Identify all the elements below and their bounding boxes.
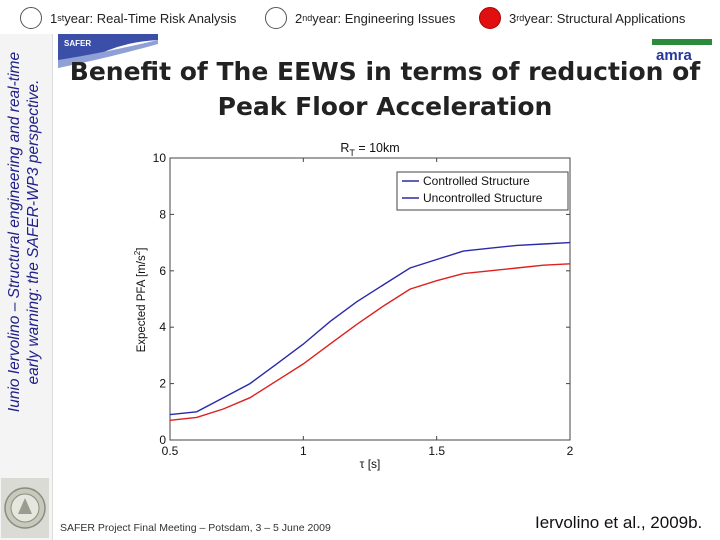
citation: Iervolino et al., 2009b. (535, 513, 703, 532)
slide-title-line1: Benefit of The EEWS in terms of reductio… (69, 57, 701, 86)
tab-year-1-number: 1 (50, 10, 58, 26)
slide-title-line2: Peak Floor Acceleration (217, 92, 553, 121)
tab-year-3-suffix: rd (516, 13, 525, 23)
tab-year-2-label: year: Engineering Issues (312, 10, 456, 26)
tab-year-2-number: 2 (295, 10, 303, 26)
series-line-0 (169, 241, 571, 416)
safer-logo: SAFER (58, 34, 158, 68)
x-tick-label-0: 0.5 (162, 444, 179, 458)
safer-logo-text: SAFER (64, 39, 91, 48)
amra-logo: amra (652, 39, 712, 64)
chart-legend: Controlled Structure Uncontrolled Struct… (396, 171, 569, 211)
x-tick-label-1: 1 (300, 444, 307, 458)
tab-year-3-label: year: Structural Applications (524, 10, 686, 26)
tab-year-1-label: year: Real-Time Risk Analysis (64, 10, 237, 26)
slide-title: Benefit of The EEWS in terms of reductio… (60, 54, 710, 124)
year-2-circle-icon (265, 7, 287, 29)
x-tick-label-3: 2 (567, 444, 574, 458)
tab-year-1-suffix: st (57, 13, 65, 23)
year-3-circle-icon (479, 7, 501, 29)
y-tick-label-3: 6 (159, 264, 166, 278)
footer-meeting: SAFER Project Final Meeting – Potsdam, 3… (60, 522, 331, 534)
y-tick-label-4: 8 (159, 207, 166, 221)
y-tick-label-0: 0 (159, 433, 166, 447)
y-axis-label: Expected PFA [m/s2] (133, 248, 148, 353)
series-line-1 (169, 263, 571, 421)
amra-logo-text: amra (656, 47, 693, 64)
y-tick-label-2: 4 (159, 320, 166, 334)
x-axis-label: τ [s] (360, 457, 381, 471)
university-seal-icon (1, 478, 49, 538)
legend-controlled-label: Controlled Structure (423, 174, 530, 188)
sidebar: Iunio Iervolino – Structural engineering… (0, 0, 53, 540)
y-tick-label-1: 2 (159, 377, 166, 391)
y-tick-label-5: 10 (153, 151, 167, 165)
chart-title: RT = 10km (340, 141, 399, 158)
year-1-circle-icon (20, 7, 42, 29)
tab-year-2-suffix: nd (302, 13, 313, 23)
tab-year-3-number: 3 (509, 10, 517, 26)
legend-box (396, 171, 569, 211)
legend-uncontrolled-label: Uncontrolled Structure (423, 191, 543, 205)
x-tick-label-2: 1.5 (428, 444, 445, 458)
